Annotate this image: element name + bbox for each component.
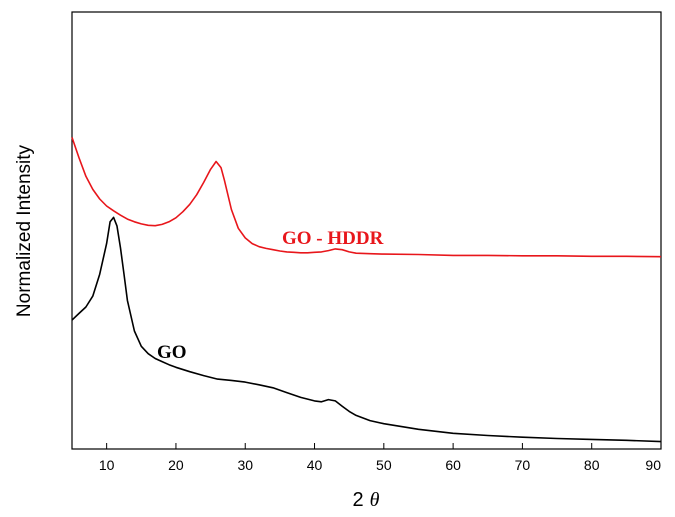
x-tick-label: 50 bbox=[376, 457, 392, 473]
x-tick-label: 80 bbox=[584, 457, 600, 473]
plot-frame bbox=[71, 11, 662, 450]
series-line-go bbox=[71, 216, 662, 443]
series-label-go-hddr: GO - HDDR bbox=[282, 228, 384, 249]
x-tick-label: 30 bbox=[237, 457, 253, 473]
x-tick-label: 90 bbox=[645, 457, 661, 473]
series-line-go-hddr bbox=[71, 137, 662, 258]
x-tick-label: 60 bbox=[445, 457, 461, 473]
x-axis-title-theta: θ bbox=[370, 489, 380, 511]
x-tick-label: 20 bbox=[168, 457, 184, 473]
x-tick-label: 10 bbox=[99, 457, 115, 473]
x-tick-label: 70 bbox=[515, 457, 531, 473]
x-axis-title-prefix: 2 bbox=[353, 489, 364, 511]
y-axis-title: Normalized Intensity bbox=[14, 144, 35, 317]
x-tick-label: 40 bbox=[307, 457, 323, 473]
series-label-go: GO bbox=[157, 342, 187, 363]
x-axis-ticks: 10 20 30 40 50 60 70 80 90 bbox=[99, 443, 662, 473]
series-layer bbox=[71, 137, 662, 443]
